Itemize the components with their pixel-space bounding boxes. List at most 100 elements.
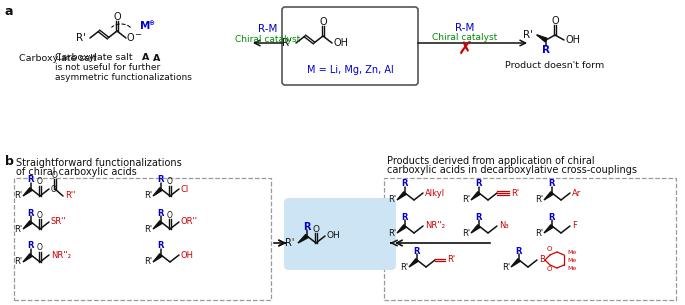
Text: R': R'	[462, 228, 470, 238]
Polygon shape	[153, 221, 162, 229]
Text: R-M: R-M	[456, 23, 475, 33]
Text: O: O	[51, 185, 57, 193]
Text: O: O	[127, 33, 135, 43]
Text: R': R'	[523, 30, 533, 40]
Text: OH: OH	[327, 231, 340, 241]
Text: R': R'	[14, 257, 22, 267]
Text: is not useful for further: is not useful for further	[55, 63, 160, 72]
Text: R: R	[158, 175, 164, 185]
Text: a: a	[5, 5, 14, 18]
FancyBboxPatch shape	[384, 178, 676, 300]
Text: O: O	[547, 246, 551, 252]
Polygon shape	[511, 259, 520, 267]
Text: R': R'	[400, 263, 408, 271]
Text: OH: OH	[181, 250, 194, 260]
Text: carboxylic acids in decarboxylative cross-couplings: carboxylic acids in decarboxylative cros…	[387, 165, 637, 175]
Text: R': R'	[502, 263, 510, 271]
Polygon shape	[298, 235, 308, 243]
Polygon shape	[23, 221, 32, 229]
Text: R': R'	[388, 196, 396, 204]
Text: NR''₂: NR''₂	[425, 221, 445, 231]
Text: OH: OH	[334, 38, 349, 48]
Text: M: M	[140, 21, 151, 31]
Text: O: O	[37, 210, 43, 220]
Polygon shape	[23, 188, 32, 196]
Text: R: R	[28, 175, 34, 185]
Text: Alkyl: Alkyl	[425, 188, 445, 198]
Text: Carboxylate salt: Carboxylate salt	[55, 53, 136, 62]
Polygon shape	[153, 254, 162, 262]
Text: Carboxylate salt: Carboxylate salt	[19, 54, 100, 63]
Polygon shape	[23, 254, 32, 262]
Text: R: R	[516, 246, 522, 256]
Text: Straightforward functionalizations: Straightforward functionalizations	[16, 158, 182, 168]
Text: R': R'	[535, 196, 543, 204]
Polygon shape	[544, 225, 553, 233]
Polygon shape	[397, 225, 406, 233]
Text: O: O	[551, 16, 559, 26]
Text: O: O	[547, 266, 551, 272]
Text: of chiral carboxylic acids: of chiral carboxylic acids	[16, 167, 137, 177]
Text: O: O	[37, 243, 43, 253]
Text: R: R	[476, 213, 482, 221]
Polygon shape	[409, 259, 418, 267]
Text: R': R'	[76, 33, 86, 43]
Text: Me: Me	[567, 265, 576, 271]
Text: F: F	[572, 221, 577, 231]
Text: R': R'	[282, 38, 292, 48]
Text: O: O	[167, 178, 173, 186]
Text: Products derived from application of chiral: Products derived from application of chi…	[387, 156, 595, 166]
Text: OH: OH	[566, 35, 581, 45]
Text: M = Li, Mg, Zn, Al: M = Li, Mg, Zn, Al	[307, 65, 393, 75]
Text: ⊕: ⊕	[148, 20, 154, 26]
Text: R-M: R-M	[258, 24, 277, 34]
Text: R: R	[476, 180, 482, 188]
Text: R'': R''	[65, 192, 75, 200]
Text: R': R'	[511, 188, 519, 198]
Text: NR''₂: NR''₂	[51, 250, 71, 260]
Text: O: O	[113, 12, 121, 22]
Text: R': R'	[14, 224, 22, 234]
Text: R': R'	[144, 192, 152, 200]
Polygon shape	[471, 225, 480, 233]
Text: R: R	[542, 45, 550, 55]
Text: R': R'	[535, 228, 543, 238]
Text: R: R	[28, 242, 34, 250]
Text: R': R'	[144, 224, 152, 234]
Polygon shape	[397, 192, 406, 200]
Text: SR'': SR''	[51, 217, 66, 227]
Text: b: b	[5, 155, 14, 168]
Text: R: R	[158, 209, 164, 217]
Text: Chiral catalyst: Chiral catalyst	[236, 34, 301, 44]
Text: R: R	[401, 213, 408, 221]
Text: Ar: Ar	[572, 188, 582, 198]
Text: R: R	[401, 180, 408, 188]
Text: Product doesn't form: Product doesn't form	[506, 60, 605, 70]
Text: −: −	[134, 30, 141, 40]
Text: R: R	[28, 209, 34, 217]
Text: R': R'	[388, 228, 396, 238]
Polygon shape	[471, 192, 480, 200]
Text: B: B	[539, 256, 545, 264]
Text: O: O	[37, 178, 43, 186]
Polygon shape	[537, 35, 547, 42]
Text: R: R	[414, 246, 421, 256]
Text: R': R'	[285, 238, 294, 248]
FancyBboxPatch shape	[14, 178, 271, 300]
Text: OR'': OR''	[181, 217, 198, 227]
Text: R: R	[158, 242, 164, 250]
Text: R': R'	[447, 256, 455, 264]
Text: R: R	[303, 222, 311, 232]
Polygon shape	[153, 188, 162, 196]
Text: asymmetric functionalizations: asymmetric functionalizations	[55, 73, 192, 82]
Polygon shape	[544, 192, 553, 200]
Text: R: R	[549, 213, 556, 221]
Text: Me: Me	[567, 249, 576, 254]
Text: O: O	[312, 224, 319, 234]
FancyBboxPatch shape	[282, 7, 418, 85]
Text: O: O	[319, 17, 327, 27]
Text: R': R'	[462, 196, 470, 204]
Text: N₃: N₃	[499, 221, 509, 231]
Text: Cl: Cl	[181, 185, 189, 193]
Text: ✗: ✗	[458, 40, 473, 58]
